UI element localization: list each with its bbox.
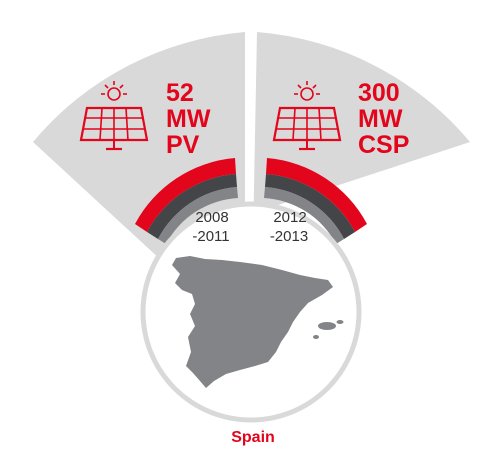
ring-left-dark — [147, 174, 237, 239]
ring-left-mid — [158, 187, 238, 244]
spain-map-icon — [172, 256, 344, 388]
capacity-unit-right: MW — [358, 105, 403, 133]
ring-right-dark — [265, 174, 355, 239]
solar-panel-icon — [272, 81, 342, 151]
period-end-left: -2011 — [192, 228, 229, 245]
ring-right-red — [266, 158, 367, 232]
period-end-right: -2013 — [270, 228, 308, 245]
country-label: Spain — [231, 429, 275, 446]
ring-left-red — [135, 158, 236, 232]
solar-panel-icon — [79, 81, 149, 151]
period-start-left: 2008 — [195, 209, 228, 226]
sector-right — [251, 32, 470, 343]
ring-right-mid — [264, 187, 344, 244]
capacity-unit-left: MW — [166, 105, 211, 133]
capacity-value-left: 52 — [166, 79, 194, 107]
technology-left: PV — [166, 131, 200, 159]
period-start-right: 2012 — [273, 209, 306, 226]
technology-right: CSP — [358, 131, 409, 159]
capacity-value-right: 300 — [358, 79, 400, 107]
